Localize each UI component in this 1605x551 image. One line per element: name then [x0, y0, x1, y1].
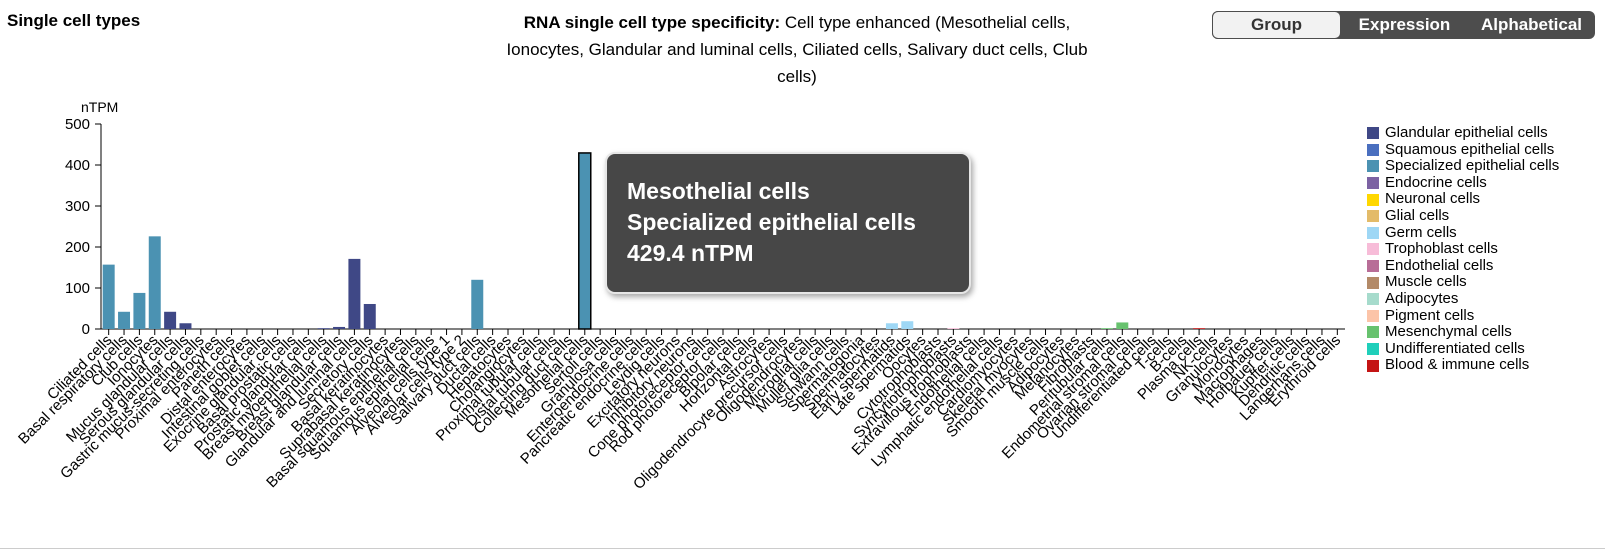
legend-label: Glial cells [1385, 206, 1450, 224]
legend-swatch [1367, 359, 1379, 372]
tooltip-cell-group: Specialized epithelial cells [627, 209, 916, 235]
legend-label: Specialized epithelial cells [1385, 157, 1560, 175]
legend-swatch [1367, 177, 1379, 190]
sort-alphabetical-button[interactable]: Alphabetical [1480, 15, 1583, 34]
legend-item[interactable]: Endothelial cells [1367, 256, 1593, 275]
legend-swatch [1367, 193, 1379, 206]
legend-label: Glandular epithelial cells [1385, 125, 1548, 141]
legend-item[interactable]: Glandular epithelial cells [1367, 125, 1593, 142]
legend-label: Adipocytes [1385, 289, 1459, 307]
bar [133, 292, 146, 329]
y-tick-label: 500 [65, 116, 90, 133]
bar [471, 279, 484, 329]
bar [333, 326, 346, 329]
chart-title-text: Cell type enhanced (Mesothelial cells, I… [506, 13, 1088, 86]
legend-swatch [1367, 243, 1379, 256]
bar [1116, 322, 1129, 329]
legend-item[interactable]: Neuronal cells [1367, 191, 1593, 208]
legend-swatch [1367, 226, 1379, 239]
bar [164, 311, 177, 329]
legend-label: Squamous epithelial cells [1385, 140, 1555, 158]
y-tick-label: 400 [65, 157, 90, 174]
legend-item[interactable]: Muscle cells [1367, 274, 1593, 291]
legend-label: Neuronal cells [1385, 190, 1481, 208]
legend-item[interactable]: Pigment cells [1367, 306, 1593, 325]
legend-swatch [1367, 143, 1379, 156]
legend-label: Undifferentiated cells [1385, 339, 1525, 357]
bar [348, 258, 361, 329]
legend-swatch [1367, 293, 1379, 306]
legend-item[interactable]: Germ cells [1367, 223, 1593, 242]
legend-item[interactable]: Trophoblast cells [1367, 241, 1593, 258]
bar [118, 311, 131, 329]
tooltip-cell-name: Mesothelial cells [627, 178, 810, 204]
bar [148, 236, 161, 329]
legend-item[interactable]: Specialized epithelial cells [1367, 158, 1593, 175]
bar [1193, 328, 1206, 329]
bar [317, 328, 330, 329]
bar [179, 323, 192, 329]
page-divider [0, 548, 1605, 549]
legend-label: Germ cells [1385, 223, 1457, 241]
bar [901, 321, 914, 329]
legend-item[interactable]: Mesenchymal cells [1367, 324, 1593, 341]
legend-item[interactable]: Undifferentiated cells [1367, 339, 1593, 358]
legend-label: Trophoblast cells [1385, 240, 1498, 258]
legend-label: Blood & immune cells [1385, 356, 1530, 374]
legend-swatch [1367, 309, 1379, 322]
bar [1100, 328, 1113, 329]
legend-swatch [1367, 160, 1379, 173]
page-title: Single cell types [7, 11, 141, 30]
y-tick-label: 300 [65, 198, 90, 215]
bar [363, 303, 376, 329]
legend-item[interactable]: Squamous epithelial cells [1367, 140, 1593, 159]
legend-swatch [1367, 343, 1379, 356]
legend-swatch [1367, 127, 1379, 140]
bar [885, 323, 898, 329]
y-axis-label: nTPM [81, 99, 118, 115]
tooltip-value: 429.4 nTPM [627, 240, 754, 266]
y-tick-label: 0 [82, 321, 90, 338]
chart-title: RNA single cell type specificity: Cell t… [505, 9, 1089, 90]
y-tick-label: 200 [65, 239, 90, 256]
sort-group-button[interactable]: Group [1212, 11, 1341, 39]
legend-label: Mesenchymal cells [1385, 323, 1512, 341]
legend-swatch [1367, 326, 1379, 339]
legend-swatch [1367, 276, 1379, 289]
legend-swatch [1367, 210, 1379, 223]
legend-label: Pigment cells [1385, 306, 1475, 324]
bar [102, 264, 115, 329]
legend-item[interactable]: Blood & immune cells [1367, 357, 1593, 374]
bar [578, 152, 592, 330]
sort-expression-button[interactable]: Expression [1358, 15, 1451, 34]
legend-label: Muscle cells [1385, 273, 1467, 291]
bar [947, 328, 960, 329]
legend-label: Endocrine cells [1385, 173, 1487, 191]
legend-item[interactable]: Glial cells [1367, 206, 1593, 225]
legend-item[interactable]: Endocrine cells [1367, 173, 1593, 192]
legend-label: Endothelial cells [1385, 256, 1494, 274]
bar-tooltip: Mesothelial cells Specialized epithelial… [605, 152, 971, 294]
sort-toggle: Group Expression Alphabetical [1212, 11, 1595, 39]
chart-title-label: RNA single cell type specificity: [523, 13, 781, 32]
y-tick-label: 100 [65, 280, 90, 297]
legend-swatch [1367, 260, 1379, 273]
legend-item[interactable]: Adipocytes [1367, 289, 1593, 308]
chart-legend: Glandular epithelial cells Squamous epith… [1367, 125, 1593, 374]
